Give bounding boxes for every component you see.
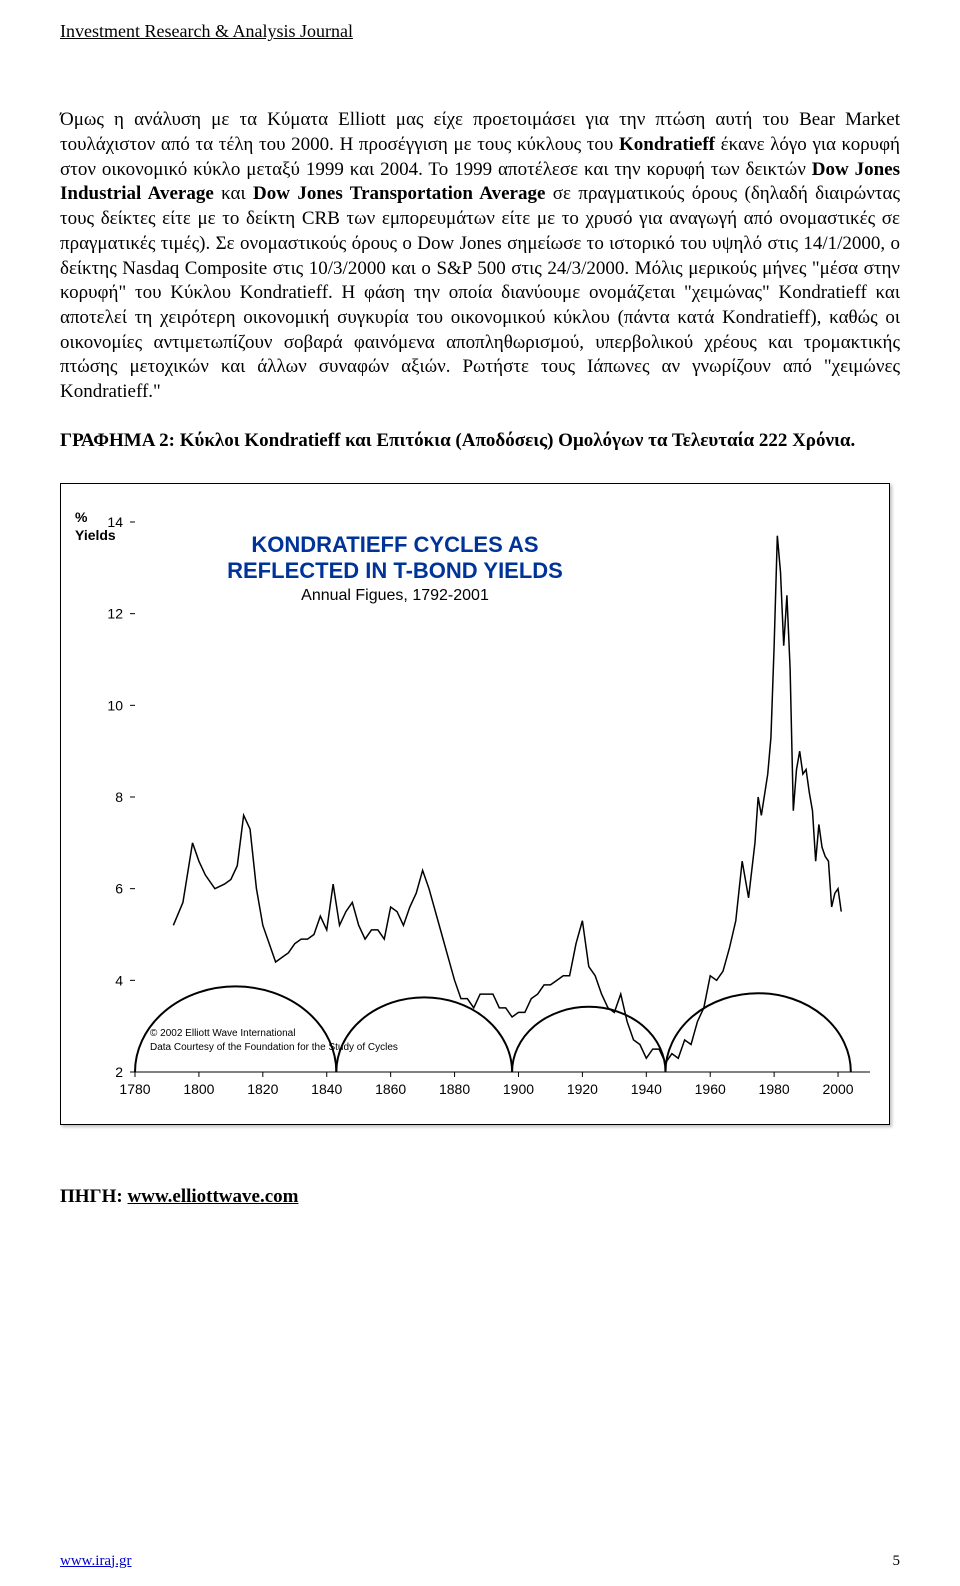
svg-text:1780: 1780 — [119, 1081, 150, 1097]
svg-text:4: 4 — [115, 973, 123, 989]
svg-text:REFLECTED IN T-BOND YIELDS: REFLECTED IN T-BOND YIELDS — [227, 558, 563, 583]
svg-text:Annual Figues, 1792-2001: Annual Figues, 1792-2001 — [301, 587, 489, 604]
svg-text:2: 2 — [115, 1064, 123, 1080]
page-number: 5 — [893, 1552, 901, 1572]
page-footer: www.iraj.gr 5 — [60, 1552, 900, 1572]
bold-kondratieff: Kondratieff — [619, 134, 715, 155]
source-label: ΠΗΓΗ: — [60, 1186, 128, 1207]
svg-text:Data Courtesy of the Foundatio: Data Courtesy of the Foundation for the … — [150, 1042, 398, 1053]
svg-text:2000: 2000 — [822, 1081, 853, 1097]
journal-header: Investment Research & Analysis Journal — [60, 20, 900, 43]
body-paragraph: Όμως η ανάλυση με τα Κύματα Elliott μας … — [60, 108, 900, 404]
chart-heading: ΓΡΑΦΗΜΑ 2: Κύκλοι Kondratieff και Επιτόκ… — [60, 429, 900, 454]
chart-box: %Yields246810121417801800182018401860188… — [60, 483, 890, 1125]
svg-text:12: 12 — [107, 606, 123, 622]
text-seg-3: και — [214, 183, 253, 204]
svg-text:1980: 1980 — [759, 1081, 790, 1097]
bold-djta: Dow Jones Transportation Average — [253, 183, 545, 204]
chart-container: %Yields246810121417801800182018401860188… — [60, 483, 900, 1125]
svg-text:10: 10 — [107, 698, 123, 714]
svg-text:1920: 1920 — [567, 1081, 598, 1097]
svg-text:6: 6 — [115, 881, 123, 897]
svg-text:1840: 1840 — [311, 1081, 342, 1097]
svg-text:© 2002 Elliott Wave Internatio: © 2002 Elliott Wave International — [150, 1028, 295, 1039]
svg-text:%: % — [75, 509, 88, 525]
footer-url[interactable]: www.iraj.gr — [60, 1553, 132, 1569]
svg-text:1900: 1900 — [503, 1081, 534, 1097]
svg-text:1820: 1820 — [247, 1081, 278, 1097]
source-url[interactable]: www.elliottwave.com — [128, 1186, 299, 1207]
svg-text:KONDRATIEFF CYCLES AS: KONDRATIEFF CYCLES AS — [251, 532, 538, 557]
svg-text:1960: 1960 — [695, 1081, 726, 1097]
svg-text:1800: 1800 — [183, 1081, 214, 1097]
text-seg-4: σε πραγματικούς όρους (δηλαδή διαιρώντας… — [60, 183, 900, 402]
svg-text:1940: 1940 — [631, 1081, 662, 1097]
kondratieff-chart: %Yields246810121417801800182018401860188… — [65, 492, 885, 1112]
svg-text:14: 14 — [107, 514, 123, 530]
svg-text:1860: 1860 — [375, 1081, 406, 1097]
source-line: ΠΗΓΗ: www.elliottwave.com — [60, 1185, 900, 1210]
svg-text:1880: 1880 — [439, 1081, 470, 1097]
svg-text:8: 8 — [115, 789, 123, 805]
